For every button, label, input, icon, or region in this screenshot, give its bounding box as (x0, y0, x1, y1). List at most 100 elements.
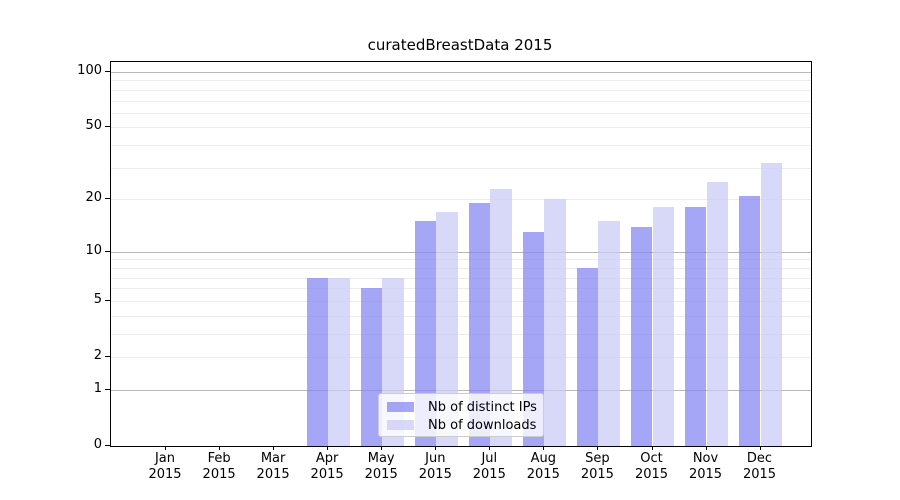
x-tick-month: Jun (425, 451, 446, 466)
x-tick-year: 2015 (418, 467, 452, 482)
x-tick-label-oct: Oct 2015 (624, 451, 680, 483)
gridline-minor (111, 277, 811, 279)
y-tick-label: 10 (85, 242, 102, 258)
bar-downloads-sep (598, 221, 620, 446)
legend-label-distinct-ips: Nb of distinct IPs (428, 399, 537, 415)
x-tick-month: Nov (692, 451, 719, 466)
bar-distinct-ips-aug (522, 232, 545, 446)
bar-distinct-ips-apr (306, 277, 329, 446)
x-tick-label-aug: Aug 2015 (515, 451, 571, 483)
x-tick-mark (381, 446, 383, 450)
gridline-minor (111, 259, 811, 261)
x-tick-label-nov: Nov 2015 (678, 451, 734, 483)
legend: Nb of distinct IPs Nb of downloads (378, 393, 544, 437)
x-tick-month: May (367, 451, 395, 466)
bar-downloads-dec (760, 162, 783, 446)
x-tick-year: 2015 (256, 467, 290, 482)
y-tick-label: 2 (93, 348, 102, 363)
y-tick-label: 5 (93, 291, 102, 307)
x-tick-month: Mar (260, 451, 286, 466)
y-tick-label: 50 (85, 118, 102, 134)
bar-distinct-ips-dec (738, 195, 761, 446)
y-tick-mark (105, 388, 110, 390)
x-tick-month: Sep (585, 451, 610, 466)
gridline-minor (111, 267, 811, 269)
x-tick-month: Feb (207, 451, 231, 466)
gridline-minor (111, 80, 811, 82)
bar-distinct-ips-sep (576, 267, 599, 446)
gridline-minor (111, 300, 811, 302)
y-tick-label: 100 (77, 63, 102, 78)
bar-downloads-aug (544, 199, 566, 446)
x-tick-label-dec: Dec 2015 (732, 451, 788, 483)
bar-distinct-ips-jul (468, 203, 491, 446)
gridline-major (111, 251, 811, 253)
legend-row-downloads: Nb of downloads (379, 416, 543, 434)
gridline-minor (111, 145, 811, 147)
bar-distinct-ips-jun (414, 221, 437, 446)
x-tick-year: 2015 (580, 467, 614, 482)
x-tick-label-jul: Jul 2015 (461, 451, 517, 483)
gridline-major (111, 389, 811, 391)
bar-downloads-nov (706, 182, 729, 446)
bar-distinct-ips-nov (684, 207, 707, 446)
x-tick-month: Apr (315, 451, 339, 466)
gridline-minor (111, 333, 811, 335)
x-tick-mark (543, 446, 545, 450)
x-tick-label-jun: Jun 2015 (407, 451, 463, 483)
gridline-major (111, 72, 811, 73)
x-tick-mark (597, 446, 599, 450)
x-tick-year: 2015 (364, 467, 398, 482)
x-tick-year: 2015 (472, 467, 506, 482)
x-tick-mark (759, 446, 761, 450)
y-tick-mark (105, 71, 110, 72)
x-tick-mark (651, 446, 653, 450)
y-tick-mark (105, 250, 110, 252)
x-tick-year: 2015 (148, 467, 182, 482)
bar-downloads-oct (652, 207, 675, 446)
x-tick-label-may: May 2015 (353, 451, 409, 483)
x-tick-mark (705, 446, 707, 450)
y-tick-label: 1 (93, 380, 102, 396)
gridline-minor (111, 127, 811, 129)
x-tick-mark (435, 446, 437, 450)
gridline-minor (111, 100, 811, 102)
gridline-minor (111, 167, 811, 169)
legend-row-distinct-ips: Nb of distinct IPs (379, 398, 543, 416)
x-tick-month: Jan (154, 451, 176, 466)
bar-distinct-ips-oct (630, 226, 653, 446)
x-tick-label-mar: Mar 2015 (245, 451, 301, 483)
y-tick-mark (105, 299, 110, 301)
x-tick-month: Oct (640, 451, 663, 466)
x-tick-year: 2015 (634, 467, 669, 482)
x-tick-mark (327, 446, 329, 450)
gridline-minor (111, 288, 811, 290)
x-tick-month: Jul (481, 451, 498, 466)
gridline-minor (111, 357, 811, 358)
bar-downloads-jun (436, 211, 458, 446)
chart-title: curatedBreastData 2015 (367, 36, 553, 54)
gridline-minor (111, 112, 811, 114)
x-tick-label-apr: Apr 2015 (299, 451, 355, 483)
legend-swatch-distinct-ips (387, 402, 414, 412)
plot-area (110, 61, 812, 447)
y-tick-mark (105, 198, 110, 200)
x-tick-year: 2015 (310, 467, 344, 482)
y-tick-label: 20 (85, 190, 102, 206)
x-tick-mark (219, 446, 221, 450)
bar-distinct-ips-may (360, 288, 383, 446)
x-tick-month: Aug (530, 451, 556, 466)
x-tick-year: 2015 (742, 467, 777, 482)
x-tick-year: 2015 (688, 467, 723, 482)
bar-downloads-jul (490, 188, 512, 446)
gridline-minor (111, 89, 811, 91)
gridline-minor (111, 315, 811, 317)
x-tick-mark (165, 446, 166, 450)
gridline-minor (111, 199, 811, 201)
x-tick-label-feb: Feb 2015 (191, 451, 247, 483)
x-tick-mark (489, 446, 491, 450)
y-tick-mark (105, 356, 110, 357)
x-tick-label-jan: Jan 2015 (137, 451, 193, 483)
bar-downloads-apr (328, 277, 350, 446)
